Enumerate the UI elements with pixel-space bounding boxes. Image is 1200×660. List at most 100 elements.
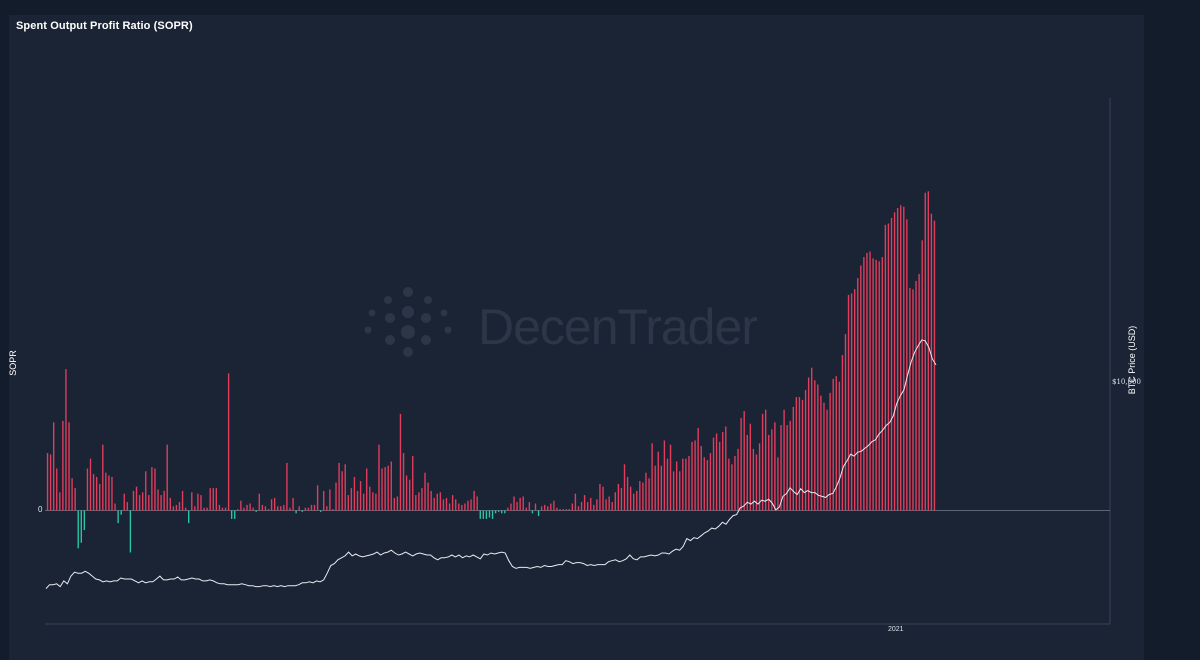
sopr-bar: [123, 493, 125, 511]
sopr-bar: [531, 510, 534, 514]
sopr-bar: [771, 429, 773, 511]
sopr-bar: [709, 453, 712, 511]
sopr-bar: [540, 506, 543, 511]
sopr-bar: [789, 420, 791, 511]
sopr-bar: [657, 451, 659, 511]
sopr-bar: [734, 455, 736, 511]
sopr-bar: [712, 437, 715, 511]
sopr-bar: [583, 495, 586, 511]
sopr-bar: [755, 454, 758, 511]
sopr-bar: [175, 504, 178, 511]
sopr-bar: [402, 453, 405, 511]
sopr-bar: [636, 490, 638, 511]
sopr-bar: [685, 458, 687, 511]
sopr-bar: [547, 506, 549, 511]
sopr-bar: [224, 507, 227, 511]
sopr-bar: [639, 481, 641, 511]
sopr-bar: [611, 502, 613, 511]
sopr-bar: [178, 502, 181, 511]
sopr-bar: [252, 507, 254, 511]
y-axis-label-left: SOPR: [7, 350, 18, 376]
sopr-bar: [844, 334, 847, 511]
sopr-bar: [240, 500, 242, 511]
sopr-bar: [866, 252, 868, 511]
sopr-bar: [688, 455, 690, 511]
x-tick-2021: 2021: [888, 626, 904, 633]
sopr-bar: [261, 504, 264, 511]
sopr-bar: [623, 464, 626, 511]
sopr-bar: [921, 240, 923, 511]
sopr-bar: [930, 213, 933, 511]
sopr-bar: [912, 289, 914, 511]
sopr-bar: [758, 443, 761, 511]
sopr-bar: [807, 377, 810, 511]
y-tick-price: $10,000: [1112, 378, 1141, 386]
sopr-bar: [887, 223, 890, 511]
sopr-bar: [83, 510, 86, 531]
sopr-bar: [56, 468, 58, 511]
sopr-bar: [731, 464, 733, 511]
sopr-bar: [568, 509, 570, 511]
sopr-bar: [718, 441, 721, 511]
sopr-bar: [553, 500, 555, 511]
sopr-bar: [550, 503, 552, 511]
sopr-bar: [599, 483, 601, 511]
sopr-bar: [424, 472, 426, 511]
sopr-bar: [353, 476, 356, 511]
sopr-bar: [393, 497, 396, 511]
sopr-bar: [188, 510, 190, 524]
sopr-bar: [482, 510, 485, 519]
sopr-bar: [350, 488, 353, 511]
sopr-bar: [209, 488, 211, 511]
sopr-bar: [378, 444, 380, 511]
sopr-bar: [792, 406, 794, 511]
sopr-bar: [694, 440, 696, 511]
sopr-bar: [881, 257, 883, 511]
sopr-bar: [786, 425, 788, 511]
sopr-bar: [473, 490, 475, 511]
sopr-bar: [430, 490, 432, 511]
sopr-bar: [752, 448, 755, 511]
sopr-bar: [590, 497, 592, 511]
sopr-bar: [593, 504, 595, 511]
sopr-bar: [909, 287, 911, 511]
sopr-bar: [304, 507, 307, 511]
sopr-bar: [129, 510, 132, 553]
sopr-bar: [412, 455, 414, 511]
sopr-bar: [270, 499, 273, 511]
sopr-bar: [442, 499, 445, 511]
sopr-bar: [65, 369, 67, 511]
sopr-bar: [728, 458, 730, 511]
sopr-bar: [906, 219, 908, 511]
sopr-bar: [556, 507, 558, 511]
sopr-bar: [172, 506, 175, 511]
sopr-bar: [455, 499, 457, 511]
sopr-bar: [494, 510, 497, 514]
sopr-bar: [608, 496, 610, 511]
sopr-bar: [215, 488, 218, 511]
sopr-bar: [59, 492, 61, 511]
sopr-bar: [77, 510, 79, 549]
sopr-bar: [617, 483, 620, 511]
sopr-bar: [160, 495, 162, 511]
sopr-bar: [313, 504, 316, 511]
sopr-bar: [418, 492, 420, 511]
sopr-bar: [227, 373, 230, 511]
sopr-bar: [847, 294, 850, 511]
sopr-bar: [181, 490, 184, 511]
sopr-bar: [872, 258, 874, 511]
sopr-bar: [218, 504, 221, 511]
sopr-bar: [68, 422, 70, 511]
sopr-bar: [562, 509, 564, 511]
sopr-bar: [120, 510, 122, 515]
sopr-bar: [629, 486, 632, 511]
sopr-bar: [464, 503, 466, 511]
sopr-bar: [298, 506, 300, 511]
sopr-bar: [534, 503, 537, 511]
sopr-bar: [448, 503, 451, 511]
sopr-bar: [329, 489, 331, 511]
sopr-bar: [491, 510, 494, 519]
sopr-bar: [292, 497, 294, 511]
sopr-bar: [893, 212, 896, 511]
sopr-bar: [826, 409, 828, 511]
